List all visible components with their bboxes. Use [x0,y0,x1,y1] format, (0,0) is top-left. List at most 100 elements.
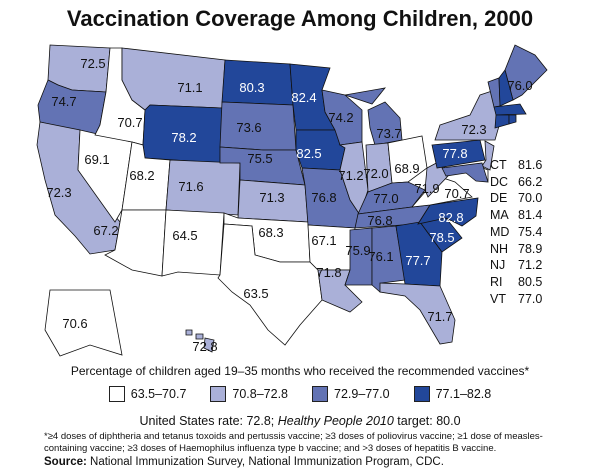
state-label-mn: 82.4 [291,90,316,105]
state-label-nm: 64.5 [172,228,197,243]
state-abbr: CT [490,158,507,172]
state-value: 80.5 [518,274,543,289]
state-label-wa: 72.5 [80,56,105,71]
state-label-nc: 82.8 [438,210,463,225]
legend-swatch [210,386,227,402]
state-value: 78.9 [518,241,543,256]
small-state-row: VT 77.0 [490,291,546,308]
state-hi [185,329,193,336]
state-label-al: 76.1 [368,249,393,264]
state-label-ok: 68.3 [258,225,283,240]
state-ga [395,221,443,287]
state-label-mo: 76.8 [311,190,336,205]
legend: 63.5–70.7 70.8–72.8 72.9–77.0 77.1–82.8 [0,386,600,402]
state-ma [493,103,527,116]
state-abbr: DE [490,191,508,206]
state-oh [387,135,428,184]
state-label-nd: 80.3 [239,80,264,95]
small-state-row: NH 78.9 [490,241,546,258]
state-label-ak: 70.6 [62,316,87,331]
legend-label: 70.8–72.8 [232,387,288,401]
state-nm [161,209,225,277]
state-label-la: 71.8 [316,265,341,280]
state-label-az: 67.2 [93,223,118,238]
state-abbr: VT [490,291,506,306]
state-label-wv: 71.9 [414,181,439,196]
state-value: 77.0 [518,291,543,306]
state-abbr: NH [490,241,509,256]
state-ak [44,289,123,357]
small-state-row: MD 75.4 [490,224,546,241]
small-states-list: CT 81.6 DC 66.2 DE 70.0 MA 81.4 MD 75.4 NH 78.9 NJ 71… [490,157,546,307]
state-label-id: 70.7 [117,115,142,130]
legend-swatch [312,386,328,402]
legend-item: 70.8–72.8 [210,386,288,402]
state-label-in: 72.0 [363,166,388,181]
state-hi [195,333,204,340]
state-va [411,176,473,208]
map-title: Vaccination Coverage Among Children, 200… [66,6,534,31]
us-choropleth-map: 72.5 74.7 72.3 69.1 70.7 71.1 78.2 68.2 71.6 67.2… [36,44,548,357]
state-value: 81.4 [518,208,543,223]
state-nj [481,140,495,171]
small-state-row: RI 80.5 [490,274,546,291]
state-ms [344,227,373,286]
state-ri [508,114,517,125]
legend-item: 72.9–77.0 [312,386,390,402]
state-fl [379,282,456,345]
legend-title: Percentage of children aged 19–35 months… [70,364,530,378]
state-label-ny: 72.3 [461,122,486,137]
legend-label: 63.5–70.7 [130,387,187,401]
state-value: 75.4 [518,224,543,239]
small-state-row: CT 81.6 [490,157,546,174]
state-value: 71.2 [518,258,543,273]
state-label-or: 74.7 [51,94,76,109]
state-md [441,162,489,183]
state-label-ca: 72.3 [46,185,71,200]
state-abbr: NJ [490,258,506,273]
small-state-row: NJ 71.2 [490,257,546,274]
state-label-sc: 78.5 [429,230,454,245]
small-state-row: DE 70.0 [490,190,546,207]
state-hi [203,337,215,353]
state-label-pa: 77.8 [442,146,467,161]
state-label-ia: 82.5 [296,146,321,161]
small-state-row: DC 66.2 [490,174,546,191]
state-label-ks: 71.3 [259,190,284,205]
us-rate: United States rate: 72.8; Healthy People… [139,414,461,428]
state-label-tx: 63.5 [243,286,268,301]
state-label-wi: 74.2 [328,110,353,125]
state-abbr: RI [490,274,503,289]
state-mi [344,87,386,105]
footnote: *≥4 doses of diphtheria and tetanus toxo… [44,431,543,454]
state-il [338,141,369,216]
legend-label: 77.1–82.8 [435,387,492,401]
legend-swatch [108,386,125,402]
state-label-hi: 72.8 [192,339,217,354]
state-abbr: MA [490,208,509,223]
state-label-ne: 75.5 [247,151,272,166]
state-label-ky: 77.0 [373,191,398,206]
state-label-ar: 67.1 [311,233,336,248]
legend-item: 77.1–82.8 [413,386,492,402]
legend-label: 72.9–77.0 [334,387,390,401]
state-value: 81.6 [518,158,543,172]
state-abbr: MD [490,224,510,239]
state-mt [121,47,226,111]
state-label-me: 76.0 [507,78,532,93]
state-label-oh: 68.9 [394,161,419,176]
state-label-il: 71.2 [338,168,363,183]
state-label-mi: 73.7 [376,126,401,141]
state-label-ga: 77.7 [405,253,430,268]
state-label-co: 71.6 [178,179,203,194]
legend-swatch [413,386,430,402]
state-value: 66.2 [518,174,543,189]
state-pa [431,139,486,169]
state-label-mt: 71.1 [177,80,202,95]
state-label-tn: 76.8 [367,213,392,228]
legend-item: 63.5–70.7 [108,386,187,402]
state-label-ut: 68.2 [129,168,154,183]
state-label-wy: 78.2 [171,130,196,145]
source: Source: National Immunization Survey, Na… [44,456,444,468]
small-state-row: MA 81.4 [490,207,546,224]
